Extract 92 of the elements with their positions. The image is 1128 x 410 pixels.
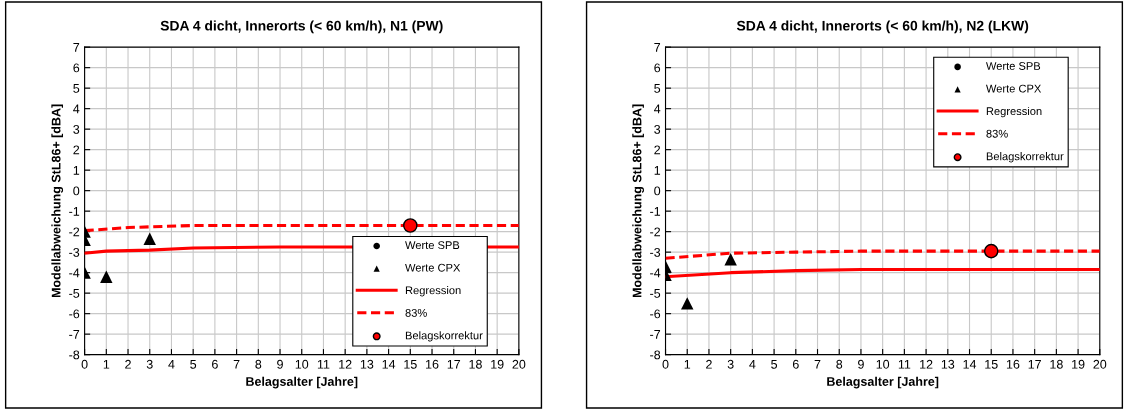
x-tick-label: 17	[1028, 359, 1041, 369]
x-tick-label: 11	[898, 359, 911, 369]
x-tick-label: 17	[447, 359, 461, 369]
x-tick-label: 8	[836, 359, 843, 369]
y-axis-title: Modellabweichung StL86+ [dBA]	[51, 104, 64, 298]
y-tick-label: 2	[73, 145, 80, 155]
legend-label: Belagskorrektur	[986, 152, 1064, 163]
x-tick-label: 5	[190, 359, 197, 369]
x-tick-label: 13	[941, 359, 955, 369]
legend-label: Belagskorrektur	[405, 331, 483, 342]
x-tick-label: 20	[1093, 359, 1107, 369]
x-tick-label: 7	[814, 359, 821, 369]
y-tick-label: -6	[650, 309, 661, 319]
y-tick-label: -2	[650, 227, 661, 237]
legend-label: Regression	[986, 106, 1042, 118]
y-tick-label: 0	[73, 186, 80, 196]
y-tick-label: 0	[654, 186, 661, 196]
chart-title: SDA 4 dicht, Innerorts (< 60 km/h), N2 (LKW)	[736, 20, 1029, 34]
y-tick-label: -2	[69, 227, 80, 237]
x-tick-label: 10	[295, 359, 309, 369]
x-tick-label: 14	[382, 359, 396, 369]
point	[403, 218, 418, 233]
y-tick-label: 2	[654, 145, 661, 155]
y-tick-label: 4	[73, 104, 80, 114]
x-tick-label: 4	[168, 359, 175, 369]
y-tick-label: -7	[650, 330, 661, 339]
x-tick-label: 0	[81, 359, 88, 369]
y-tick-label: -5	[69, 289, 80, 298]
y-tick-label: 3	[73, 124, 80, 134]
x-tick-label: 16	[1006, 359, 1020, 369]
y-tick-label: -1	[650, 207, 661, 216]
x-tick-label: 7	[233, 359, 240, 369]
x-tick-label: 18	[469, 359, 482, 369]
y-tick-label: -8	[650, 350, 661, 360]
y-tick-label: -3	[69, 247, 80, 257]
x-tick-label: 2	[706, 359, 712, 369]
x-tick-label: 10	[876, 359, 890, 369]
y-tick-label: -1	[69, 207, 80, 216]
x-tick-label: 1	[684, 359, 691, 369]
y-tick-label: 3	[654, 124, 661, 134]
chart-title: SDA 4 dicht, Innerorts (< 60 km/h), N1 (PW)	[160, 20, 443, 34]
y-tick-label: -6	[69, 309, 80, 319]
y-tick-label: 5	[73, 84, 80, 93]
y-tick-label: 1	[654, 166, 661, 175]
x-tick-label: 6	[792, 359, 799, 369]
legend-label: Werte SPB	[985, 62, 1041, 70]
x-tick-label: 1	[103, 359, 110, 369]
x-tick-label: 16	[426, 359, 439, 369]
y-tick-label: 1	[73, 166, 80, 175]
x-tick-label: 20	[512, 359, 526, 369]
x-tick-label: 3	[146, 359, 153, 369]
x-tick-label: 2	[125, 359, 131, 369]
y-tick-label: -7	[69, 330, 80, 339]
legend-label: Werte SPB	[405, 241, 460, 250]
x-tick-label: 19	[491, 359, 504, 369]
legend-label: Werte CPX	[985, 84, 1042, 93]
x-axis-title: Belagsalter [Jahre]	[246, 376, 358, 389]
x-tick-label: 19	[1072, 359, 1085, 369]
y-tick-label: -4	[69, 268, 80, 278]
y-tick-label: 6	[654, 63, 661, 73]
point	[983, 243, 999, 259]
y-tick-label: 7	[73, 43, 80, 52]
x-tick-label: 9	[858, 359, 864, 369]
legend-label: 83%	[405, 308, 427, 317]
x-tick-label: 13	[360, 359, 374, 369]
x-axis-title: Belagsalter [Jahre]	[827, 376, 939, 389]
x-tick-label: 12	[920, 359, 933, 369]
x-tick-label: 15	[404, 359, 417, 369]
x-tick-label: 4	[749, 359, 756, 369]
y-tick-label: -3	[650, 247, 661, 257]
x-tick-label: 15	[985, 359, 998, 369]
legend-label: Werte CPX	[405, 263, 461, 272]
y-tick-label: 7	[654, 43, 661, 52]
y-axis-title: Modellabweichung StL86+ [dBA]	[632, 104, 644, 298]
x-tick-label: 8	[255, 359, 262, 369]
legend-label: Regression	[405, 286, 461, 297]
y-tick-label: -4	[650, 268, 661, 278]
x-tick-label: 0	[662, 359, 669, 369]
x-tick-label: 5	[771, 359, 778, 369]
x-tick-label: 9	[277, 359, 283, 369]
y-tick-label: 6	[73, 63, 80, 73]
y-tick-label: -5	[650, 289, 661, 298]
x-tick-label: 3	[727, 359, 734, 369]
y-tick-label: -8	[69, 350, 80, 360]
x-tick-label: 11	[317, 359, 330, 369]
x-tick-label: 6	[212, 359, 218, 369]
legend-label: 83%	[986, 129, 1008, 138]
x-tick-label: 18	[1050, 359, 1063, 369]
x-tick-label: 14	[963, 359, 977, 369]
y-tick-label: 5	[654, 84, 661, 93]
x-tick-label: 12	[339, 359, 352, 369]
y-tick-label: 4	[653, 104, 661, 114]
